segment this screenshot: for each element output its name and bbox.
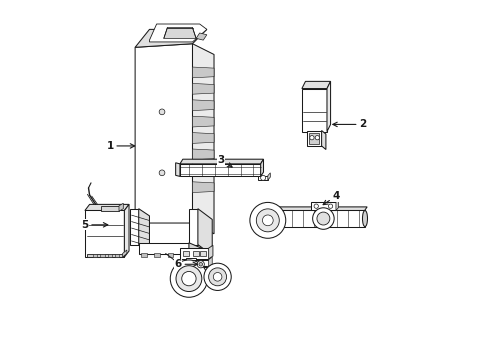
Circle shape [181, 266, 185, 271]
Circle shape [170, 260, 207, 297]
Polygon shape [139, 209, 149, 252]
Circle shape [176, 266, 202, 292]
Polygon shape [119, 203, 123, 211]
Text: 1: 1 [106, 141, 134, 151]
Polygon shape [208, 257, 212, 267]
Text: 4: 4 [323, 191, 339, 205]
Polygon shape [321, 131, 325, 149]
Bar [154, 253, 160, 257]
Bar [141, 253, 147, 257]
Circle shape [208, 268, 226, 286]
Polygon shape [85, 204, 129, 211]
Polygon shape [192, 116, 214, 127]
Polygon shape [149, 24, 206, 42]
Polygon shape [129, 209, 139, 244]
Polygon shape [124, 204, 129, 257]
Circle shape [256, 209, 279, 232]
Text: 2: 2 [332, 120, 366, 129]
Polygon shape [301, 89, 326, 132]
Text: 5: 5 [81, 220, 107, 230]
Polygon shape [188, 209, 198, 244]
Polygon shape [135, 44, 192, 223]
Polygon shape [335, 199, 338, 211]
Polygon shape [192, 132, 214, 143]
Polygon shape [139, 243, 188, 253]
Circle shape [328, 204, 332, 208]
Circle shape [260, 175, 265, 180]
Polygon shape [192, 84, 214, 94]
Polygon shape [122, 250, 126, 257]
Polygon shape [258, 176, 267, 180]
Polygon shape [192, 149, 214, 160]
Circle shape [309, 135, 313, 140]
Circle shape [316, 212, 329, 225]
Polygon shape [180, 248, 208, 259]
Circle shape [314, 135, 319, 140]
Polygon shape [192, 165, 214, 176]
Polygon shape [192, 67, 214, 78]
Bar [180, 253, 186, 257]
Circle shape [312, 208, 333, 229]
Circle shape [199, 262, 202, 266]
Polygon shape [196, 33, 206, 40]
Polygon shape [163, 28, 196, 39]
Bar [93, 254, 97, 257]
Circle shape [313, 204, 318, 208]
Circle shape [203, 263, 231, 291]
Polygon shape [267, 173, 270, 180]
Circle shape [159, 109, 164, 115]
Bar [192, 251, 199, 256]
Circle shape [182, 271, 196, 286]
Polygon shape [101, 206, 119, 211]
Polygon shape [198, 209, 212, 255]
Circle shape [262, 215, 273, 226]
Polygon shape [180, 164, 260, 176]
Polygon shape [267, 207, 366, 211]
Circle shape [213, 273, 222, 281]
Polygon shape [192, 182, 214, 193]
Bar [107, 254, 112, 257]
Bar [199, 251, 206, 256]
Bar [115, 254, 119, 257]
Polygon shape [85, 211, 124, 257]
Circle shape [249, 202, 285, 238]
Polygon shape [301, 81, 330, 89]
Bar [167, 253, 173, 257]
Polygon shape [208, 245, 212, 259]
Polygon shape [192, 260, 208, 267]
Circle shape [159, 170, 164, 176]
Polygon shape [310, 202, 335, 211]
Ellipse shape [362, 211, 367, 226]
Polygon shape [185, 258, 196, 268]
Bar [183, 251, 189, 256]
Bar [308, 134, 319, 144]
Text: 3: 3 [217, 155, 232, 167]
Polygon shape [135, 30, 206, 47]
Polygon shape [267, 211, 364, 226]
Polygon shape [192, 44, 214, 234]
Circle shape [197, 261, 204, 268]
Polygon shape [192, 100, 214, 111]
Polygon shape [260, 159, 263, 176]
Polygon shape [175, 163, 180, 176]
Polygon shape [326, 81, 330, 132]
Polygon shape [188, 243, 201, 259]
Text: 6: 6 [174, 259, 197, 269]
Polygon shape [306, 131, 321, 146]
Bar [100, 254, 104, 257]
Polygon shape [180, 159, 263, 164]
Polygon shape [86, 253, 122, 257]
